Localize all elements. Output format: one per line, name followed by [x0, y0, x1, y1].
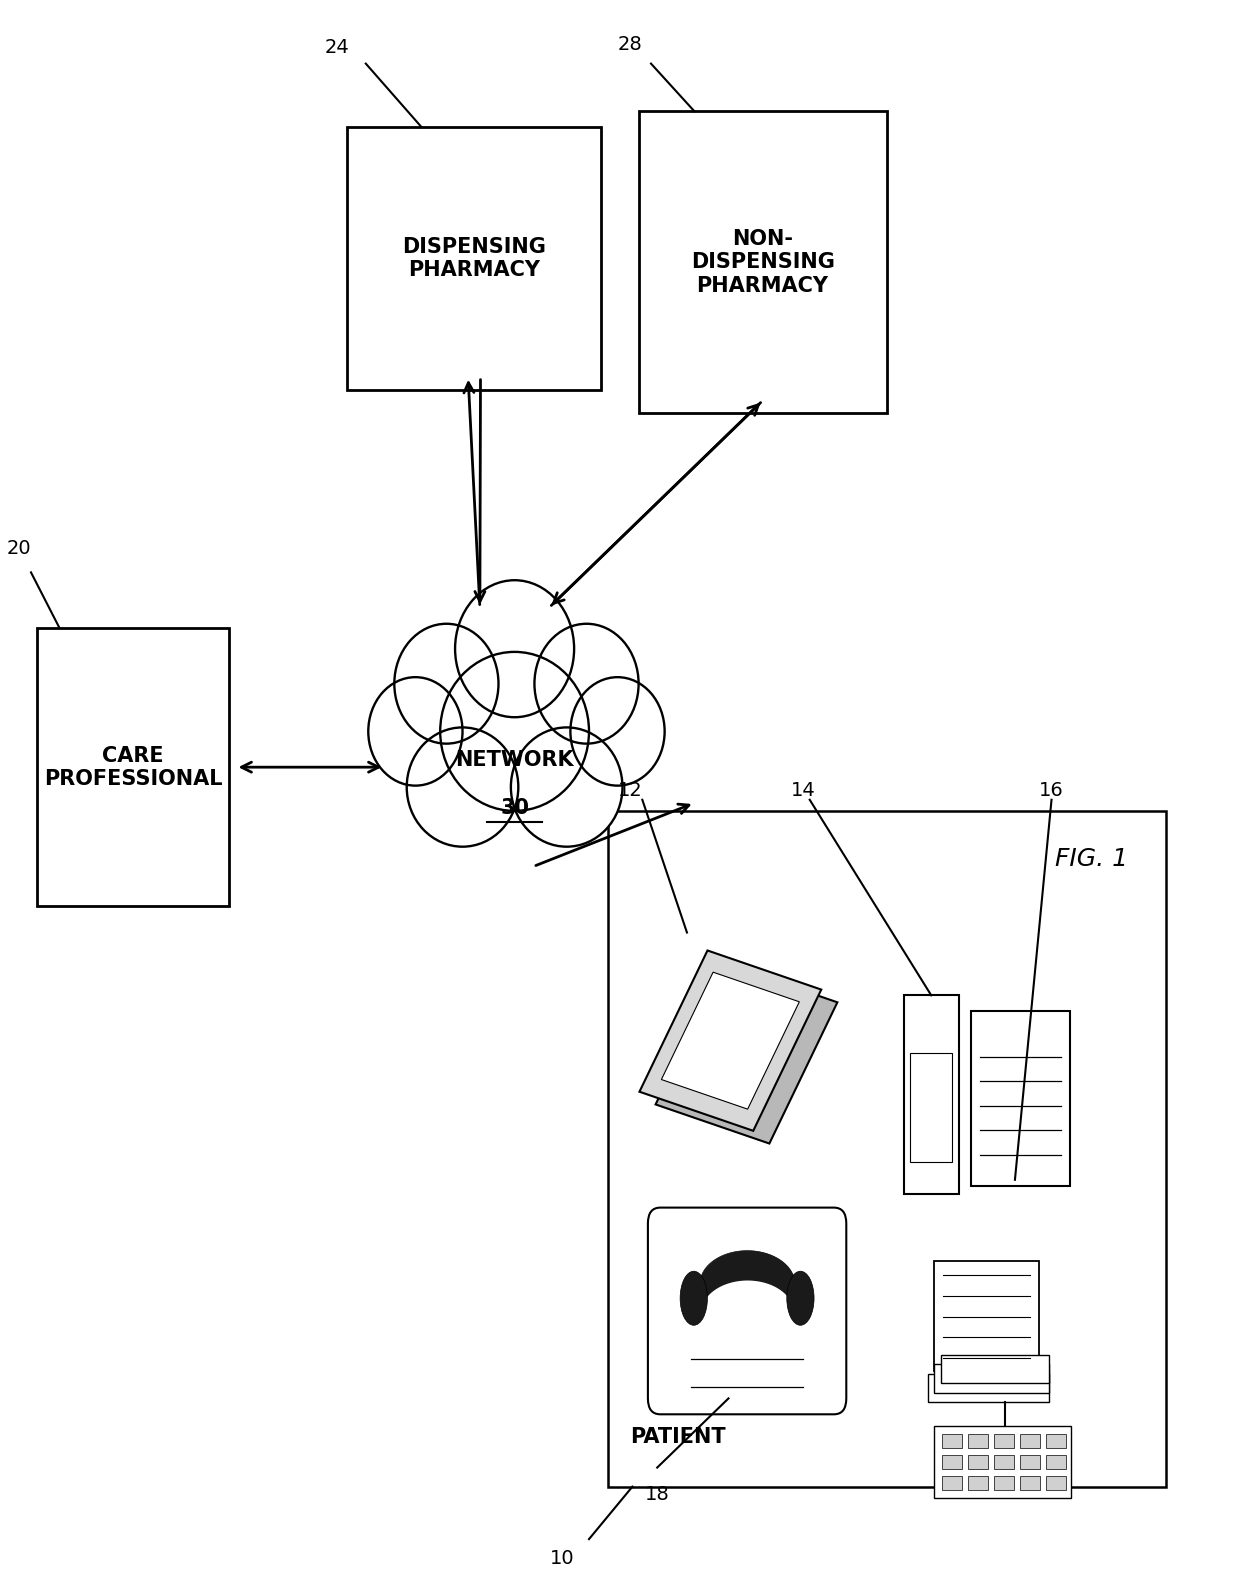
Ellipse shape	[368, 677, 463, 785]
Ellipse shape	[570, 677, 665, 785]
Text: 12: 12	[618, 781, 642, 800]
Bar	[968, 1455, 988, 1469]
Bar	[1019, 1476, 1039, 1490]
Bar	[994, 1434, 1014, 1448]
Bar	[904, 995, 959, 1194]
Bar	[639, 111, 887, 413]
Text: 24: 24	[325, 38, 350, 57]
Bar	[1019, 1455, 1039, 1469]
Ellipse shape	[394, 623, 498, 744]
Text: 16: 16	[1039, 781, 1064, 800]
Bar	[1047, 1434, 1065, 1448]
Text: CARE
PROFESSIONAL: CARE PROFESSIONAL	[45, 746, 222, 789]
Ellipse shape	[534, 623, 639, 744]
Ellipse shape	[440, 652, 589, 811]
Bar	[935, 1426, 1071, 1498]
Bar	[994, 1476, 1014, 1490]
Bar	[942, 1455, 962, 1469]
Text: 10: 10	[549, 1549, 574, 1568]
Ellipse shape	[407, 727, 518, 847]
Bar	[347, 127, 601, 390]
Bar	[942, 1434, 962, 1448]
Polygon shape	[656, 964, 837, 1143]
Text: NON-
DISPENSING
PHARMACY: NON- DISPENSING PHARMACY	[691, 229, 835, 296]
FancyBboxPatch shape	[647, 1208, 846, 1415]
Bar	[928, 1374, 1049, 1402]
Bar	[971, 1011, 1070, 1186]
Text: 14: 14	[791, 781, 816, 800]
Text: NETWORK: NETWORK	[455, 750, 574, 770]
Ellipse shape	[680, 1272, 707, 1326]
Text: PATIENT: PATIENT	[630, 1426, 725, 1447]
Bar	[608, 811, 1166, 1487]
Text: 30: 30	[500, 798, 529, 817]
Bar	[942, 1476, 962, 1490]
Bar	[941, 1355, 1049, 1383]
Polygon shape	[640, 951, 821, 1130]
Bar	[1047, 1476, 1065, 1490]
Text: 28: 28	[618, 35, 642, 54]
Bar	[37, 628, 229, 906]
Bar	[910, 1053, 952, 1162]
Polygon shape	[661, 971, 800, 1110]
Ellipse shape	[787, 1272, 815, 1326]
Bar	[935, 1364, 1049, 1393]
Bar	[994, 1455, 1014, 1469]
Text: DISPENSING
PHARMACY: DISPENSING PHARMACY	[402, 237, 547, 280]
Text: FIG. 1: FIG. 1	[1055, 846, 1127, 871]
Ellipse shape	[455, 580, 574, 717]
Bar	[1019, 1434, 1039, 1448]
Bar	[968, 1476, 988, 1490]
Ellipse shape	[511, 727, 622, 847]
Text: 20: 20	[6, 539, 31, 558]
Bar	[968, 1434, 988, 1448]
Bar	[1047, 1455, 1065, 1469]
Bar	[935, 1261, 1039, 1371]
Text: 18: 18	[645, 1485, 670, 1504]
